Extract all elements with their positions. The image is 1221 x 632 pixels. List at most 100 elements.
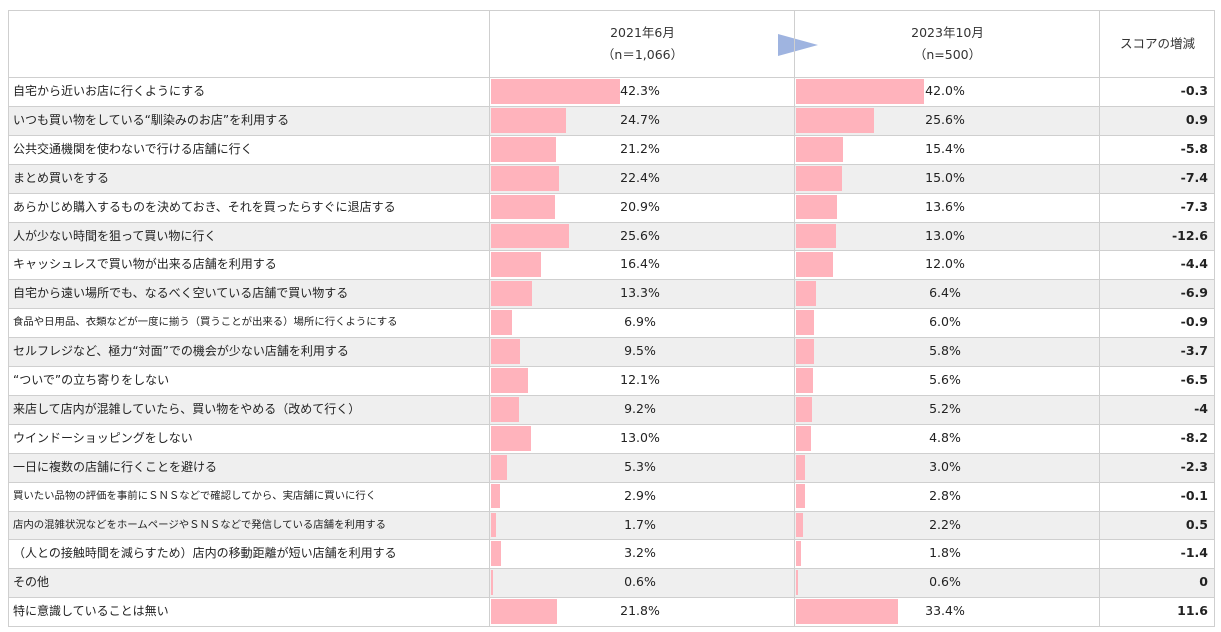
score-change-value: -6.9: [1180, 285, 1208, 301]
bar-2023: [796, 368, 814, 393]
score-change-value: -0.1: [1180, 487, 1208, 503]
table-row: いつも買い物をしている“馴染みのお店”を利用する 24.7% 25.6% 0.9: [9, 105, 1214, 135]
row-divider: [8, 626, 1215, 627]
bar-2021: [491, 339, 520, 364]
table-row: セルフレジなど、極力“対面”での機会が少ない店舗を利用する 9.5% 5.8% -3.…: [9, 337, 1214, 366]
score-change-value: -6.5: [1180, 372, 1208, 387]
value-label-2021: 13.0%: [620, 429, 660, 445]
table-row: 特に意識していることは無い 21.8% 33.4% 11.6: [9, 597, 1214, 626]
header-2021: 2021年6月 （n＝1,066）: [490, 10, 795, 77]
bar-2021: [491, 483, 500, 509]
bar-2021: [491, 107, 567, 133]
bar-2021: [491, 165, 560, 191]
row-divider: [8, 481, 1215, 483]
score-change-value: -1.4: [1180, 545, 1208, 561]
value-label-2023: 33.4%: [925, 603, 965, 619]
value-label-2021: 20.9%: [620, 198, 660, 214]
value-label-2023: 1.8%: [929, 545, 961, 561]
row-divider: [8, 510, 1215, 512]
bar-2023: [796, 79, 925, 104]
value-label-2021: 21.8%: [620, 603, 660, 619]
bar-2023: [796, 165, 842, 191]
bar-2021: [491, 541, 501, 567]
bar-2023: [796, 396, 812, 422]
column-divider: [8, 10, 9, 627]
row-divider: [8, 279, 1215, 281]
value-label-2023: 5.2%: [929, 400, 961, 416]
value-label-2021: 21.2%: [620, 140, 660, 156]
table-row: （人との接触時間を減らすため）店内の移動距離が短い店舗を利用する 3.2% 1.8%…: [9, 539, 1214, 568]
bar-2023: [796, 541, 802, 567]
score-change-value: -0.3: [1180, 83, 1208, 98]
table-row: 一日に複数の店舗に行くことを避ける 5.3% 3.0% -2.3: [9, 452, 1214, 482]
bar-2021: [491, 281, 532, 307]
table-row: 自宅から近いお店に行くようにする 42.3% 42.0% -0.3: [9, 77, 1214, 106]
value-label-2023: 5.6%: [929, 372, 961, 387]
header-2023-title: 2023年10月: [911, 24, 984, 40]
row-label: 人が少ない時間を狙って買い物に行く: [13, 228, 217, 243]
row-divider: [8, 394, 1215, 396]
row-divider: [8, 10, 1215, 11]
bar-2021: [491, 512, 497, 538]
bar-2023: [796, 194, 838, 220]
row-label: ウインドーショッピングをしない: [13, 430, 193, 445]
value-label-2023: 6.0%: [929, 314, 961, 330]
table-row: 買いたい品物の評価を事前にＳＮＳなどで確認してから、実店舗に買いに行く 2.9% 2…: [9, 482, 1214, 511]
bar-2023: [796, 570, 798, 596]
score-change-value: 0.5: [1185, 516, 1208, 532]
row-label: あらかじめ購入するものを決めておき、それを買ったらすぐに退店する: [13, 199, 396, 214]
row-divider: [8, 597, 1215, 599]
row-label: その他: [13, 575, 50, 590]
bar-2021: [491, 396, 520, 422]
score-change-value: -12.6: [1171, 227, 1208, 243]
value-label-2021: 6.9%: [624, 314, 656, 330]
score-change-value: -0.9: [1180, 314, 1208, 330]
score-change-value: -5.8: [1180, 140, 1208, 156]
value-label-2023: 25.6%: [925, 111, 965, 127]
value-label-2023: 6.4%: [929, 285, 961, 301]
row-label: 食品や日用品、衣類などが一度に揃う（買うことが出来る）場所に行くようにする: [13, 316, 398, 329]
table-row: ウインドーショッピングをしない 13.0% 4.8% -8.2: [9, 424, 1214, 453]
arrow-icon: [778, 34, 818, 56]
bar-2023: [796, 281, 816, 307]
value-label-2023: 0.6%: [929, 574, 961, 590]
value-label-2023: 4.8%: [929, 429, 961, 445]
value-label-2021: 13.3%: [620, 285, 660, 301]
bar-2023: [796, 483, 805, 509]
bar-2021: [491, 223, 570, 249]
value-label-2021: 42.3%: [620, 83, 660, 98]
bar-2023: [796, 310, 815, 336]
row-divider: [8, 192, 1215, 194]
table-row: その他 0.6% 0.6% 0: [9, 568, 1214, 598]
row-divider: [8, 568, 1215, 570]
table-row: 自宅から遠い場所でも、なるべく空いている店舗で買い物する 13.3% 6.4% -6.…: [9, 279, 1214, 309]
value-label-2021: 0.6%: [624, 574, 656, 590]
bar-2023: [796, 512, 803, 538]
bar-2023: [796, 252, 833, 278]
bar-2021: [491, 368, 528, 393]
bar-2023: [796, 136, 843, 162]
row-divider: [8, 77, 1215, 78]
table-row: キャッシュレスで買い物が出来る店舗を利用する 16.4% 12.0% -4.4: [9, 250, 1214, 279]
score-change-value: 0: [1199, 574, 1208, 590]
table-row: 公共交通機関を使わないで行ける店舗に行く 21.2% 15.4% -5.8: [9, 135, 1214, 164]
value-label-2021: 25.6%: [620, 227, 660, 243]
row-divider: [8, 539, 1215, 541]
row-label: 自宅から近いお店に行くようにする: [13, 84, 206, 98]
score-change-value: -7.3: [1180, 198, 1208, 214]
value-label-2021: 2.9%: [624, 487, 656, 503]
bar-2023: [796, 339, 814, 364]
value-label-2023: 2.8%: [929, 487, 961, 503]
value-label-2021: 16.4%: [620, 256, 660, 272]
score-change-value: -3.7: [1180, 343, 1208, 359]
row-label: まとめ買いをする: [13, 170, 110, 185]
bar-2021: [491, 570, 493, 596]
header-2023: 2023年10月 （n=500）: [795, 10, 1100, 77]
table-row: “ついで”の立ち寄りをしない 12.1% 5.6% -6.5: [9, 366, 1214, 395]
value-label-2023: 15.4%: [925, 140, 965, 156]
bar-2023: [796, 454, 806, 480]
row-label: 公共交通機関を使わないで行ける店舗に行く: [13, 141, 253, 156]
row-label: 自宅から遠い場所でも、なるべく空いている店舗で買い物する: [13, 286, 349, 301]
bar-2023: [796, 107, 875, 133]
score-change-value: 11.6: [1177, 603, 1208, 619]
